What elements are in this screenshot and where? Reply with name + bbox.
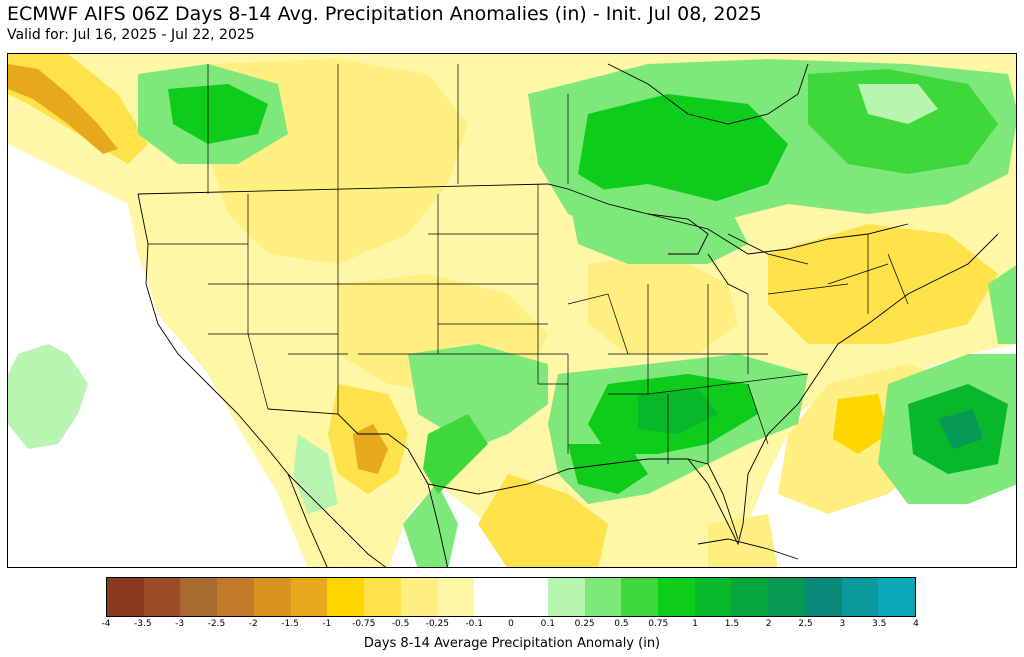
wet-patch-gulf-coast: [568, 444, 648, 494]
colorbar-segment: [290, 578, 328, 616]
cuba: [697, 538, 799, 560]
colorbar-tick-label: -0.5: [391, 619, 410, 629]
wet-patch-pacific: [8, 344, 88, 449]
colorbar-segment: [731, 578, 769, 616]
colorbar-tick-label: -0.25: [425, 619, 450, 629]
colorbar: [106, 577, 916, 617]
florida-coast: [687, 458, 739, 540]
wet-patch-new-england: [988, 265, 1016, 344]
wet-patch-southeast-deep: [638, 389, 718, 434]
colorbar-segment: [327, 578, 365, 616]
great-lakes: [647, 213, 809, 295]
mexico-west-coast: [287, 473, 387, 567]
map-canvas: [8, 54, 1016, 567]
colorbar-tick-label: 3.5: [872, 619, 887, 629]
colorbar-tick-label: 2: [765, 619, 772, 629]
colorbar-segment: [768, 578, 805, 616]
precipitation-anomaly-map: [7, 53, 1017, 568]
colorbar-tick-label: 0.5: [614, 619, 629, 629]
colorbar-tick-label: 0.75: [648, 619, 669, 629]
colorbar-segment: [804, 578, 842, 616]
gulf-coast: [427, 233, 999, 546]
wet-patch-alberta-core: [168, 84, 268, 144]
colorbar-ticks: -4 -3.5 -3 -2.5 -2 -1.5 -1 -0.75 -0.5 -0.25 -0.1 0 0…: [102, 619, 919, 633]
colorbar-label: Days 8-14 Average Precipitation Anomaly …: [363, 636, 661, 651]
wet-patch-canada-core: [578, 94, 788, 204]
colorbar-tick-label: -2: [248, 619, 258, 629]
colorbar-tick-label: -4: [101, 619, 111, 629]
us-canada-border: [137, 183, 909, 255]
mexico-gulf-coast: [427, 483, 449, 567]
colorbar-segment: [253, 578, 291, 616]
wet-patch-texas-core: [423, 414, 488, 494]
colorbar-tick-label: 3: [839, 619, 846, 629]
colorbar-segment: [841, 578, 879, 616]
wet-patch-atlantic-east-teal: [938, 409, 983, 449]
colorbar-tick-label: -1.5: [281, 619, 299, 629]
colorbar-tick-label: -0.75: [352, 619, 376, 629]
borders: [137, 63, 999, 567]
dry-patch-mexico: [353, 424, 388, 474]
colorbar-segment: [511, 578, 548, 616]
colorbar-segment: [217, 578, 254, 616]
dry-patch-midwest: [588, 254, 738, 354]
dry-patch-atlantic-core: [833, 394, 888, 454]
dry-patch-bc-coast: [8, 64, 118, 154]
colorbar-segment: [584, 578, 622, 616]
colorbar-tick-label: 4: [913, 619, 919, 629]
colorbar-tick-label: 2.5: [798, 619, 813, 629]
colorbar-tick-label: 0: [508, 619, 514, 629]
dry-patch-gulf: [478, 474, 608, 567]
colorbar-tick-label: -3.5: [134, 619, 152, 629]
colorbar-segment: [547, 578, 585, 616]
wet-patch-texas: [403, 344, 548, 567]
colorbar-segment: [437, 578, 475, 616]
colorbar-tick-label: 0.25: [574, 619, 595, 629]
dry-patch-northeast: [768, 224, 998, 344]
hudson-bay: [607, 63, 809, 125]
state-lines: [148, 184, 909, 464]
colorbar-tick-label: -1: [322, 619, 332, 629]
colorbar-segment: [694, 578, 732, 616]
pacific-ocean: [8, 174, 308, 567]
colorbar-segment: [400, 578, 438, 616]
colorbar-segment: [180, 578, 218, 616]
colorbar-segment: [878, 578, 916, 616]
colorbar-segment: [474, 578, 512, 616]
colorbar-tick-label: 1.5: [724, 619, 740, 629]
us-mexico-border: [267, 408, 429, 485]
dry-patch-florida-straits: [708, 514, 778, 567]
canada-provinces: [207, 64, 569, 194]
map-title: ECMWF AIFS 06Z Days 8-14 Avg. Precipitat…: [7, 3, 762, 25]
wet-patch-canada-east-core: [858, 84, 938, 124]
colorbar-segment: [621, 578, 659, 616]
colorbar-tick-label: 0.1: [540, 619, 555, 629]
colorbar-tick-label: -2.5: [207, 619, 226, 629]
wet-patch-baja: [293, 434, 338, 514]
colorbar-tick-label: 1: [692, 619, 698, 629]
colorbar-tick-label: -3: [175, 619, 185, 629]
west-coast: [137, 193, 328, 567]
valid-dates: Valid for: Jul 16, 2025 - Jul 22, 2025: [7, 27, 255, 43]
colorbar-tick-label: -0.1: [465, 619, 483, 629]
colorbar-segment: [143, 578, 181, 616]
colorbar-segment: [364, 578, 401, 616]
colorbar-segment: [107, 578, 144, 616]
colorbar-segment: [658, 578, 695, 616]
